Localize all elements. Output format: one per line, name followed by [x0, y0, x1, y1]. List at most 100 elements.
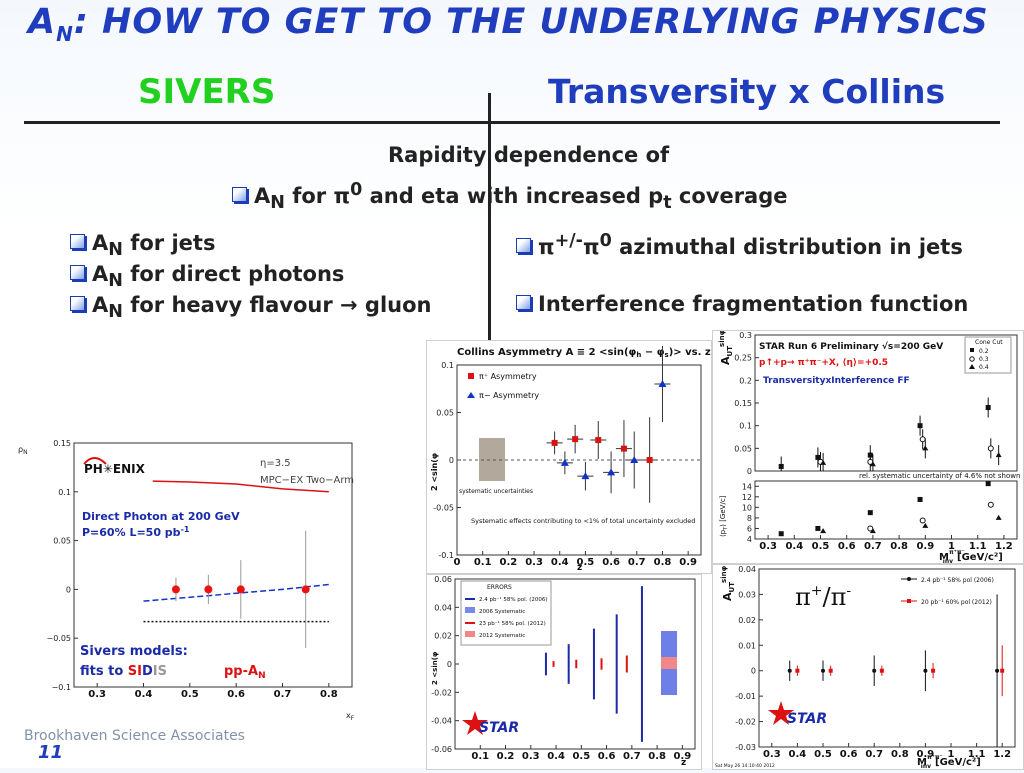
x-tick-label: 0.7: [628, 557, 646, 568]
data-point: [985, 481, 991, 487]
page-number: 11: [38, 742, 64, 763]
sidis-label: fits to SIDIS: [80, 664, 167, 679]
x-tick-label: 0.4: [135, 689, 153, 700]
data-point: [917, 423, 923, 429]
x-tick-label: 1: [948, 541, 955, 552]
cone-1: 0.3: [979, 356, 989, 363]
x-tick-label: 1.1: [968, 749, 986, 760]
data-point: [923, 668, 928, 673]
y-tick-label: 0.1: [58, 488, 71, 497]
left-bullet-jets: AN for jets: [70, 231, 215, 260]
collins-plot: Collins Asymmetry A ≡ 2 <sin(φh − φs)> v…: [426, 340, 712, 574]
data-point: [795, 668, 800, 673]
data-point: [204, 585, 213, 594]
bullet-icon: [232, 187, 247, 202]
sivers-heading: SIVERS: [138, 72, 276, 112]
pt-sub: t: [663, 193, 672, 214]
data-point: [595, 437, 602, 444]
data-point: [869, 528, 876, 534]
errors-legend: [460, 580, 552, 646]
data-point: [872, 668, 877, 673]
data-point: [995, 514, 1002, 520]
arrow-icon: →: [340, 293, 358, 317]
legend-pos-marker: [468, 373, 474, 379]
data-point: [607, 468, 616, 476]
data-point: [551, 439, 558, 446]
an-sub: N: [108, 240, 123, 261]
title-sub: N: [56, 22, 74, 46]
collins-svg: Collins Asymmetry A ≡ 2 <sin(φh − φs)> v…: [430, 346, 711, 573]
pipi-svg: 0.040.030.020.010-0.01-0.02-0.03 0.3 0.4 0…: [715, 565, 1016, 770]
title-rest: : HOW TO GET TO THE UNDERLYING PHYSICS: [73, 2, 989, 42]
left-bullet-photons: AN for direct photons: [70, 262, 344, 291]
star-logo-icon: [768, 701, 794, 725]
cone-2: 0.4: [979, 364, 989, 371]
x-tick-label: 0.9: [679, 557, 697, 568]
collins-note: Systematic effects contributing to <1% o…: [471, 517, 695, 525]
phenix-marks: [143, 480, 329, 648]
y-tick-label: 0: [66, 585, 71, 594]
y-tick-label: 6: [747, 524, 752, 533]
x-tick-label: 0.8: [890, 541, 908, 552]
y-tick-label: 0: [449, 456, 454, 465]
sivers-models-label: Sivers models:: [80, 644, 188, 659]
x-tick-label: 0.9: [917, 749, 935, 760]
iff-marks: [778, 397, 1002, 537]
y-tick-label: 0.15: [734, 399, 752, 408]
errors-marks: [544, 586, 643, 742]
y-tick-label: 0: [747, 467, 752, 476]
x-tick-label: 0.4: [789, 749, 807, 760]
pipi-legend-marker-1: [907, 599, 911, 603]
y-tick-label: 0.04: [434, 603, 452, 612]
x-tick-label: 0.3: [522, 751, 540, 762]
iff-ylabel2: ⟨pT⟩ [GeV/c]: [719, 495, 729, 537]
y-tick-label: 0.06: [434, 575, 452, 584]
x-tick-label: 0.6: [840, 749, 858, 760]
x-tick-label: 0.5: [181, 689, 199, 700]
data-point: [987, 501, 994, 508]
data-point: [985, 405, 991, 411]
data-point: [917, 496, 923, 502]
data-point: [931, 668, 936, 673]
y-tick-label: 0.2: [739, 376, 752, 385]
collins-xlabel: z: [577, 563, 582, 573]
iff-x-ticks: 0.3 0.4 0.5 0.6 0.7 0.8 0.9 1 1.1 1.2: [759, 535, 1013, 552]
photon-annotation-2: P=60% L=50 pb-1: [82, 525, 190, 539]
x-tick-label: 0.3: [759, 541, 777, 552]
x-tick-label: 0.7: [274, 689, 292, 700]
data-point: [171, 585, 180, 594]
right-bullet-iff: Interference fragmentation function: [516, 292, 968, 316]
data-point: [919, 436, 926, 443]
pi-symbol: π: [333, 184, 351, 208]
legend-2006-syst: 2006 Systematic: [479, 609, 525, 615]
y-tick-label: 0.05: [436, 409, 454, 418]
cone-marker-0: [970, 348, 974, 352]
pipi-ylabel: AUTsinφ: [720, 565, 736, 601]
x-tick-label: 0.6: [227, 689, 245, 700]
data-point: [820, 528, 827, 534]
x-tick-label: 0.6: [602, 557, 620, 568]
an-symbol: A: [92, 231, 109, 255]
bullet-icon: [70, 265, 85, 280]
errors-y-ticks: 0.06 0.04 0.02 0 -0.02 -0.04 -0.06: [431, 575, 459, 754]
x-tick-label: 0.7: [623, 751, 641, 762]
y-tick-label: 0.25: [734, 354, 752, 363]
pipi-marks: [787, 594, 1005, 747]
phenix-y-ticks: 0.15 0.1 0.05 0 −0.05 −0.1: [46, 439, 78, 692]
data-point: [828, 668, 833, 673]
errors-xlabel: z: [681, 758, 686, 768]
x-tick-label: 0.5: [812, 541, 830, 552]
x-tick-label: 0.9: [916, 541, 934, 552]
center-bullet: AN for π0 and eta with increased pt cove…: [232, 180, 788, 213]
y-tick-label: 0.02: [738, 616, 756, 625]
iff-plot: 0 0.05 0.1 0.15 0.2 0.25 0.3 4 6 8 10 12 14 0.3 0.4 0.…: [712, 329, 1024, 565]
text-for: for: [284, 184, 334, 208]
transversity-heading: Transversity x Collins: [548, 72, 946, 111]
rapidity-line: Rapidity dependence of: [388, 143, 670, 167]
x-tick-label: 1.1: [969, 541, 987, 552]
y-tick-label: 0.05: [734, 444, 752, 453]
x-tick-label: 0.6: [598, 751, 616, 762]
pipi-plot: 0.04 0.03 0.02 0.01 0 -0.01 -0.02 -0.03 0.3 0.4 0…: [712, 564, 1024, 770]
